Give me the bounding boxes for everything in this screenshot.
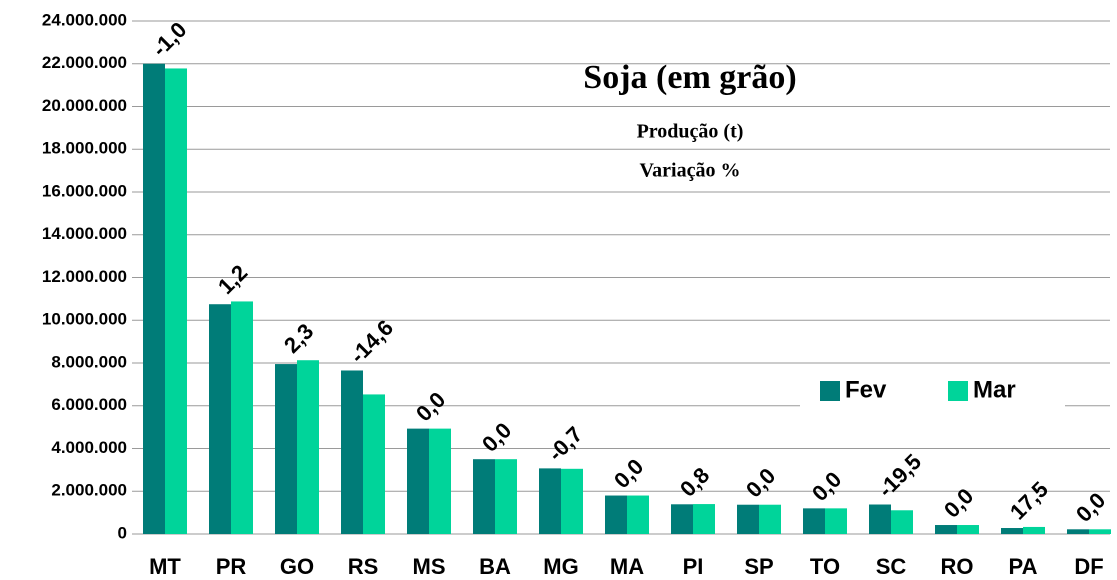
bar [759,504,781,534]
bar [341,370,363,534]
bar [1067,529,1089,534]
legend-label: Mar [973,376,1016,403]
y-tick-label: 0 [118,523,127,542]
bar [143,63,165,534]
bar [1089,529,1111,534]
y-tick-label: 24.000.000 [42,10,127,29]
x-tick-label: PI [683,554,704,579]
bar [473,459,495,534]
bar [407,428,429,534]
y-tick-label: 14.000.000 [42,224,127,243]
bar [1001,528,1023,534]
bar [539,468,561,534]
y-tick-label: 16.000.000 [42,181,127,200]
x-tick-label: DF [1074,554,1103,579]
bar [209,304,231,534]
legend-swatch [948,381,968,401]
bar [1023,526,1045,534]
x-tick-label: TO [810,554,840,579]
bar [627,495,649,534]
bar [363,394,385,534]
bar [165,68,187,534]
x-tick-label: MT [149,554,181,579]
bar [297,360,319,534]
y-tick-label: 2.000.000 [51,481,127,500]
y-tick-label: 6.000.000 [51,395,127,414]
legend-label: Fev [845,376,887,403]
bar [671,504,693,534]
y-tick-label: 20.000.000 [42,96,127,115]
x-tick-label: BA [479,554,511,579]
bar [891,510,913,534]
bar [825,508,847,534]
bar [737,504,759,534]
y-tick-label: 18.000.000 [42,139,127,158]
chart-title: Soja (em grão) [583,59,796,96]
x-tick-label: RS [348,554,379,579]
y-tick-label: 10.000.000 [42,310,127,329]
y-tick-label: 22.000.000 [42,53,127,72]
x-tick-label: MG [543,554,578,579]
bar [429,428,451,534]
x-tick-label: RO [941,554,974,579]
bar [495,459,517,534]
x-tick-label: MS [413,554,446,579]
chart-subtitle: Produção (t) [637,121,744,143]
bar [605,495,627,534]
bar [275,364,297,534]
x-tick-label: MA [610,554,644,579]
x-tick-label: SC [876,554,907,579]
x-tick-label: PR [216,554,247,579]
bar [803,508,825,534]
bar [935,525,957,534]
bar [957,525,979,534]
bar [561,468,583,534]
legend-box [800,368,1065,408]
y-tick-label: 12.000.000 [42,267,127,286]
bar [231,301,253,534]
x-tick-label: PA [1009,554,1038,579]
annotation: Variação % [640,160,741,182]
y-tick-label: 8.000.000 [51,352,127,371]
bar [869,504,891,534]
x-tick-label: SP [744,554,773,579]
legend-swatch [820,381,840,401]
x-tick-label: GO [280,554,314,579]
bar [693,504,715,534]
y-tick-label: 4.000.000 [51,438,127,457]
